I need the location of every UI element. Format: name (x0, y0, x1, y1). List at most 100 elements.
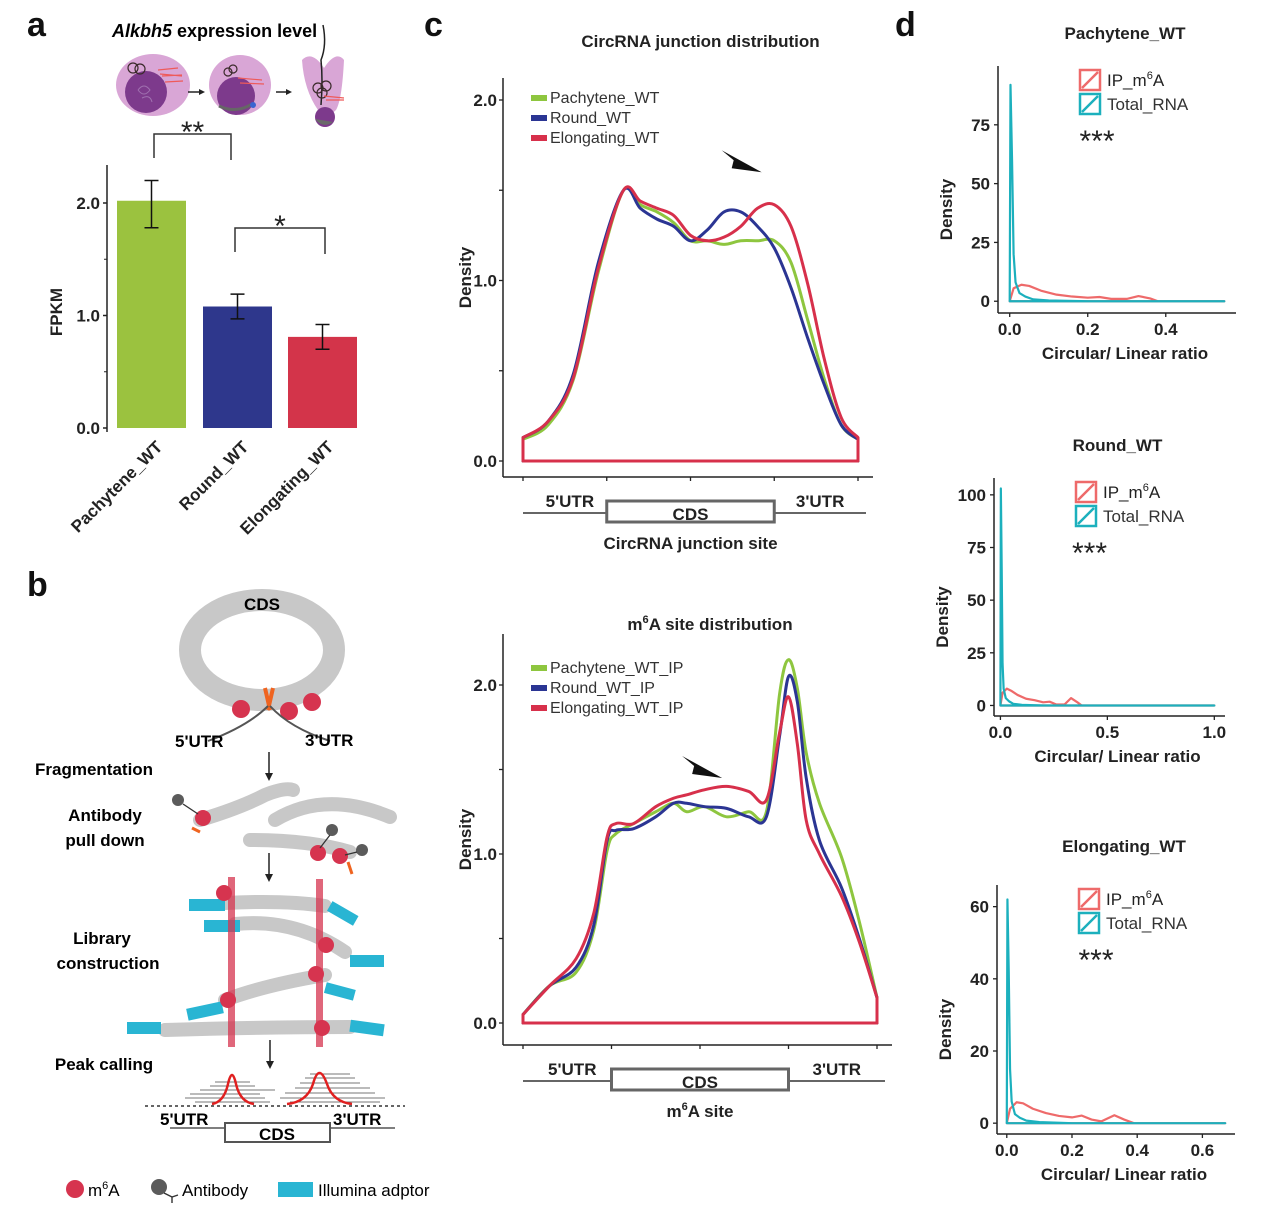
arrow-icon (266, 1040, 274, 1069)
bottom-utr3-label: 3'UTR (333, 1110, 381, 1129)
chart-title: Elongating_WT (1062, 837, 1186, 856)
x-tick-label: 0.4 (1125, 1141, 1149, 1160)
legend-swatch (1077, 911, 1101, 935)
legend-swatch (1077, 887, 1101, 911)
legend-label: IP_m6A (1107, 70, 1165, 90)
legend-label: IP_m6A (1106, 889, 1164, 909)
x-tick-label: 0.6 (1191, 1141, 1215, 1160)
x-tick-label: 1.0 (1202, 723, 1226, 742)
chart-title: m6A site distribution (627, 614, 792, 634)
arrow-icon (188, 89, 205, 95)
antibody-legend-icon (151, 1179, 179, 1203)
y-tick-label: 0 (981, 292, 990, 311)
y-tick-label: 25 (967, 644, 986, 663)
legend-swatch (531, 135, 547, 141)
gene-name: Alkbh5 (111, 21, 173, 41)
y-axis-label: Density (933, 586, 952, 648)
legend-label: Total_RNA (1103, 507, 1185, 526)
circrna-junction-chart: CircRNA junction distribution 0.0 1.0 2.0 De… (456, 32, 873, 553)
y-tick-label: 20 (970, 1042, 989, 1061)
y-tick-label: 0.0 (473, 1014, 497, 1033)
x-axis-label: m6A site (667, 1101, 734, 1121)
y-axis-label: FPKM (47, 288, 66, 336)
panel-label-a: a (27, 6, 47, 44)
series-line-Elongating_WT_IP (521, 695, 879, 1025)
y-tick-label: 1.0 (76, 307, 100, 326)
arrow-annotation-icon (721, 150, 762, 173)
panel-b: b CDS 5'UTR 3'UTR Fragmentation (27, 566, 430, 1203)
cds-box (605, 499, 776, 524)
legend-swatch (1074, 504, 1098, 528)
significance-bracket (234, 227, 326, 254)
y-tick-label: 75 (971, 116, 990, 135)
legend-swatch-diagonal (1081, 71, 1099, 89)
y-tick-label: 0 (977, 696, 986, 715)
significance-bracket (153, 133, 232, 160)
x-tick-label: 0.0 (989, 723, 1013, 742)
y-tick-label: 1.0 (473, 845, 497, 864)
cds-box (610, 1067, 790, 1092)
utr5-label: 5'UTR (548, 1060, 596, 1079)
series-line-Total_RNA (1008, 83, 1226, 303)
panel-c: c CircRNA junction distribution 0.0 1.0 2.0… (424, 6, 892, 1121)
chart-title: Pachytene_WT (1065, 24, 1187, 43)
bottom-utr5-label: 5'UTR (160, 1110, 208, 1129)
y-tick-label: 50 (971, 175, 990, 194)
x-tick-label: Pachytene_WT (67, 437, 166, 536)
y-tick-label: 60 (970, 898, 989, 917)
x-tick-label: 0.5 (1096, 723, 1120, 742)
legend-swatch (531, 95, 547, 101)
panel-label-b: b (27, 566, 48, 604)
utr5-label: 5'UTR (546, 492, 594, 511)
panel-label-d: d (895, 6, 916, 44)
legend-swatch-diagonal (1081, 95, 1099, 113)
y-tick-label: 2.0 (473, 91, 497, 110)
chart-title: CircRNA junction distribution (581, 32, 819, 51)
m6a-site-chart: m6A site distribution 0.0 1.0 2.0 Density 5'U… (456, 614, 892, 1121)
legend-label: Pachytene_WT (550, 90, 660, 107)
circrna-illustration: CDS 5'UTR 3'UTR (175, 589, 353, 751)
chart-title: Round_WT (1073, 436, 1163, 455)
m6a-legend-icon (66, 1180, 84, 1198)
x-axis-label: Circular/ Linear ratio (1042, 344, 1208, 363)
y-axis-label: Density (456, 808, 475, 870)
library-illustration (127, 877, 385, 1047)
panel-b-legend: m6A Antibody Illumina adptor (66, 1179, 430, 1203)
panel-a-title: Alkbh5 expression level (111, 21, 317, 41)
panel-label-c: c (424, 6, 443, 44)
bottom-cds-label: CDS (259, 1125, 295, 1144)
elongating-ratio-chart: Elongating_WT 0 20 40 60 0.0 0.2 0.4 0.6 Circular… (936, 837, 1235, 1184)
x-tick-label: 0.2 (1076, 320, 1100, 339)
y-tick-label: 0.0 (76, 419, 100, 438)
y-axis-label: Density (937, 178, 956, 240)
pachytene-ratio-chart: Pachytene_WT 0 25 50 75 0.0 0.2 0.4 Circular/ Li… (937, 24, 1236, 363)
step-construction: construction (57, 954, 160, 973)
significance-mark: *** (1079, 125, 1114, 158)
adaptor-legend-label: Illumina adptor (318, 1181, 430, 1200)
legend-label: IP_m6A (1103, 482, 1161, 502)
step-fragmentation: Fragmentation (35, 760, 153, 779)
legend-label: Pachytene_WT_IP (550, 660, 683, 677)
significance-mark: *** (1078, 944, 1113, 977)
legend-swatch (1078, 92, 1102, 116)
utr5-label: 5'UTR (175, 732, 223, 751)
x-tick-label: 0.0 (998, 320, 1022, 339)
step-peak-calling: Peak calling (55, 1055, 153, 1074)
y-tick-label: 40 (970, 970, 989, 989)
bar-Pachytene_WT (117, 200, 186, 428)
x-tick-label: Round_WT (175, 437, 252, 514)
m6a-legend-label: m6A (88, 1180, 120, 1200)
y-tick-label: 1.0 (473, 272, 497, 291)
legend-swatch (531, 115, 547, 121)
legend-swatch-diagonal (1080, 890, 1098, 908)
panel-d: d Pachytene_WT 0 25 50 75 0.0 0.2 0.4 Circular/ … (895, 6, 1236, 1184)
utr3-label: 3'UTR (813, 1060, 861, 1079)
x-axis-label: Circular/ Linear ratio (1041, 1165, 1207, 1184)
legend-label: Total_RNA (1107, 95, 1189, 114)
elongating-spermatid-illustration (302, 24, 345, 127)
fragment-illustration (172, 782, 397, 875)
legend-swatch-diagonal (1077, 483, 1095, 501)
series-line-Total_RNA (999, 487, 1216, 707)
